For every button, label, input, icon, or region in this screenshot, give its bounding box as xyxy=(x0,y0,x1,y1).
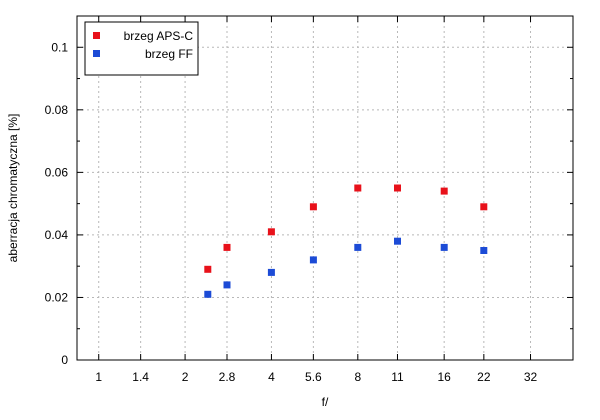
aps-c-point xyxy=(223,243,231,251)
aps-c-point xyxy=(440,187,448,195)
x-tick-label: 5.6 xyxy=(305,370,322,384)
x-tick-label: 16 xyxy=(437,370,451,384)
x-axis-label: f/ xyxy=(322,395,329,409)
legend-box xyxy=(84,21,199,76)
x-tick-label: 32 xyxy=(524,370,538,384)
y-tick-label: 0.08 xyxy=(45,103,69,117)
aps-c-point xyxy=(204,265,212,273)
data-points xyxy=(204,184,488,298)
aps-c-point xyxy=(309,203,317,211)
axes: 1 1.4 2 2.8 4 5.6 8 11 16 22 32 0 0.02 0.04 0.06 0.08 0.… xyxy=(45,15,573,384)
legend: brzeg APS-C brzeg FF xyxy=(84,21,199,76)
y-tick-label: 0.02 xyxy=(45,290,69,304)
legend-swatch-ff xyxy=(93,50,100,57)
y-tick-label: 0.04 xyxy=(45,228,69,242)
y-tick-label: 0.06 xyxy=(45,165,69,179)
aps-c-point xyxy=(267,228,275,236)
ff-point xyxy=(440,243,448,251)
legend-label-ff: brzeg FF xyxy=(145,47,193,61)
ff-point xyxy=(354,243,362,251)
ff-point xyxy=(204,290,212,298)
legend-label-aps-c: brzeg APS-C xyxy=(124,29,194,43)
x-tick-label: 1.4 xyxy=(132,370,149,384)
x-tick-label: 11 xyxy=(391,370,404,384)
ff-point xyxy=(267,268,275,276)
x-tick-label: 1 xyxy=(95,370,102,384)
ff-point xyxy=(223,281,231,289)
ff-point xyxy=(309,256,317,264)
legend-swatch-aps-c xyxy=(93,32,100,39)
y-tick-label: 0.1 xyxy=(51,40,68,54)
x-tick-label: 2.8 xyxy=(219,370,236,384)
ff-point xyxy=(480,247,488,254)
aps-c-point xyxy=(394,184,401,192)
y-axis-label: aberracja chromatyczna [%] xyxy=(6,114,20,263)
x-tick-label: 2 xyxy=(182,370,189,384)
x-tick-label: 8 xyxy=(354,370,361,384)
y-tick-label: 0 xyxy=(61,353,68,367)
x-tick-label: 4 xyxy=(268,370,275,384)
ff-point xyxy=(394,237,401,245)
x-tick-label: 22 xyxy=(477,370,491,384)
aps-c-point xyxy=(354,184,362,192)
aps-c-point xyxy=(480,203,488,211)
plot-frame xyxy=(76,15,574,361)
